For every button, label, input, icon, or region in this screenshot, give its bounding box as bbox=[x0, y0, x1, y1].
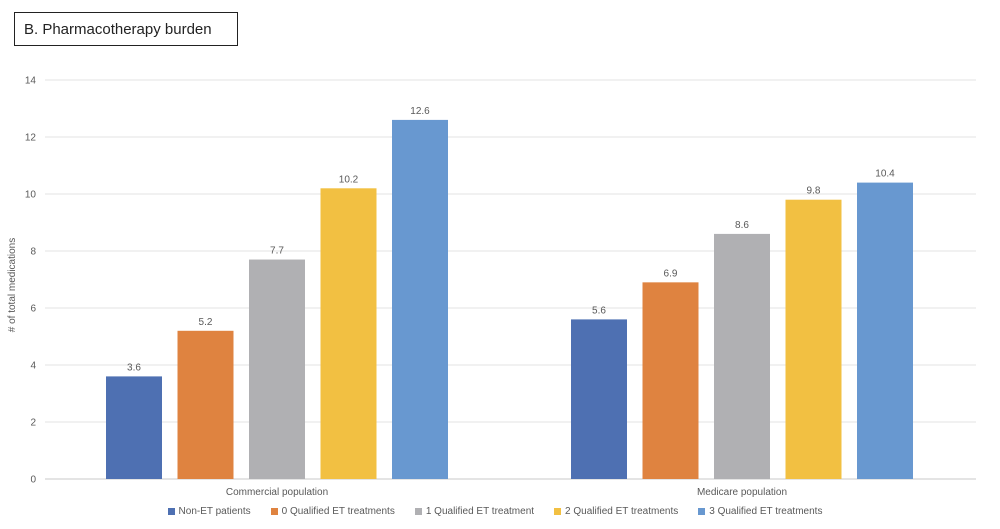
data-label: 12.6 bbox=[410, 106, 430, 117]
bar bbox=[392, 119, 448, 480]
y-axis-ticks: 0 2 4 6 8 10 12 14 bbox=[25, 76, 37, 486]
y-tick-label: 2 bbox=[30, 418, 36, 429]
data-label: 5.6 bbox=[592, 305, 606, 316]
chart-title: B. Pharmacotherapy burden bbox=[14, 12, 238, 46]
legend-item: 1 Qualified ET treatment bbox=[414, 506, 535, 517]
bar bbox=[106, 376, 162, 479]
y-axis-label: # of total medications bbox=[7, 238, 18, 333]
legend-item: 3 Qualified ET treatments bbox=[698, 506, 822, 517]
data-label: 7.7 bbox=[270, 246, 284, 257]
y-tick-label: 4 bbox=[30, 361, 36, 372]
legend-item: 2 Qualified ET treatments bbox=[554, 506, 678, 517]
legend-swatch bbox=[554, 508, 562, 515]
legend-swatch bbox=[270, 508, 278, 515]
legend-label: 2 Qualified ET treatments bbox=[565, 506, 679, 517]
bars bbox=[106, 119, 913, 480]
bar bbox=[571, 319, 627, 479]
legend: Non-ET patients 0 Qualified ET treatments… bbox=[0, 506, 990, 517]
x-category-label: Commercial population bbox=[226, 487, 328, 498]
legend-label: 3 Qualified ET treatments bbox=[709, 506, 823, 517]
data-label: 5.2 bbox=[199, 317, 213, 328]
y-tick-label: 6 bbox=[30, 304, 36, 315]
legend-swatch bbox=[414, 508, 422, 515]
y-tick-label: 10 bbox=[25, 190, 37, 201]
data-label: 9.8 bbox=[807, 186, 821, 197]
legend-item: Non-ET patients bbox=[167, 506, 251, 517]
y-tick-label: 8 bbox=[30, 247, 36, 258]
bar bbox=[785, 199, 842, 479]
legend-label: 1 Qualified ET treatment bbox=[425, 506, 535, 517]
legend-label: Non-ET patients bbox=[178, 506, 251, 517]
y-tick-label: 14 bbox=[25, 76, 37, 87]
legend-swatch bbox=[698, 508, 706, 515]
data-labels: 3.6 5.2 7.7 10.2 12.6 5.6 6.9 8.6 9.8 10.4 bbox=[127, 106, 895, 373]
bar bbox=[857, 182, 913, 479]
bar bbox=[249, 259, 305, 479]
y-tick-label: 12 bbox=[25, 133, 37, 144]
data-label: 8.6 bbox=[735, 220, 749, 231]
bar bbox=[714, 233, 770, 479]
data-label: 3.6 bbox=[127, 362, 141, 373]
legend-label: 0 Qualified ET treatments bbox=[281, 506, 395, 517]
bar bbox=[642, 282, 699, 479]
x-axis-categories: Commercial population Medicare population bbox=[226, 487, 787, 498]
bar bbox=[320, 188, 377, 480]
bar bbox=[177, 330, 234, 479]
x-category-label: Medicare population bbox=[697, 487, 787, 498]
data-label: 10.2 bbox=[339, 174, 359, 185]
data-label: 10.4 bbox=[875, 169, 895, 180]
legend-swatch bbox=[167, 508, 175, 515]
y-tick-label: 0 bbox=[30, 475, 36, 486]
legend-item: 0 Qualified ET treatments bbox=[270, 506, 395, 517]
data-label: 6.9 bbox=[664, 268, 678, 279]
